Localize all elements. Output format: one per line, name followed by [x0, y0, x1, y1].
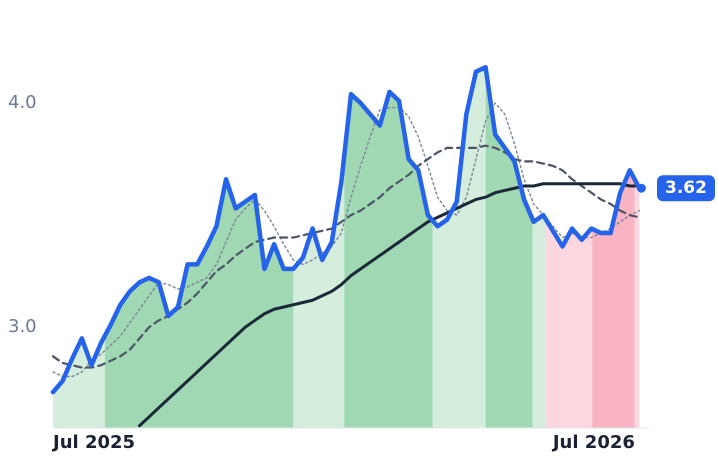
- last-value-badge: [657, 175, 715, 202]
- line-series: [138, 182, 641, 428]
- band: [53, 67, 105, 428]
- last-value-label: 3.62: [665, 178, 707, 198]
- line-series: [51, 144, 641, 369]
- line-series: [50, 64, 642, 395]
- line-series: [52, 102, 641, 378]
- last-point: [636, 183, 646, 193]
- band: [344, 67, 433, 428]
- x-tick-label: Jul 2026: [551, 432, 635, 453]
- y-tick-label: 3.0: [8, 316, 37, 337]
- bands: [53, 67, 640, 428]
- band: [104, 67, 294, 428]
- band: [432, 67, 486, 428]
- x-tick-label: Jul 2025: [51, 432, 135, 453]
- y-tick-label: 4.0: [8, 92, 37, 113]
- band: [546, 67, 593, 428]
- band: [485, 67, 533, 428]
- band: [634, 67, 640, 428]
